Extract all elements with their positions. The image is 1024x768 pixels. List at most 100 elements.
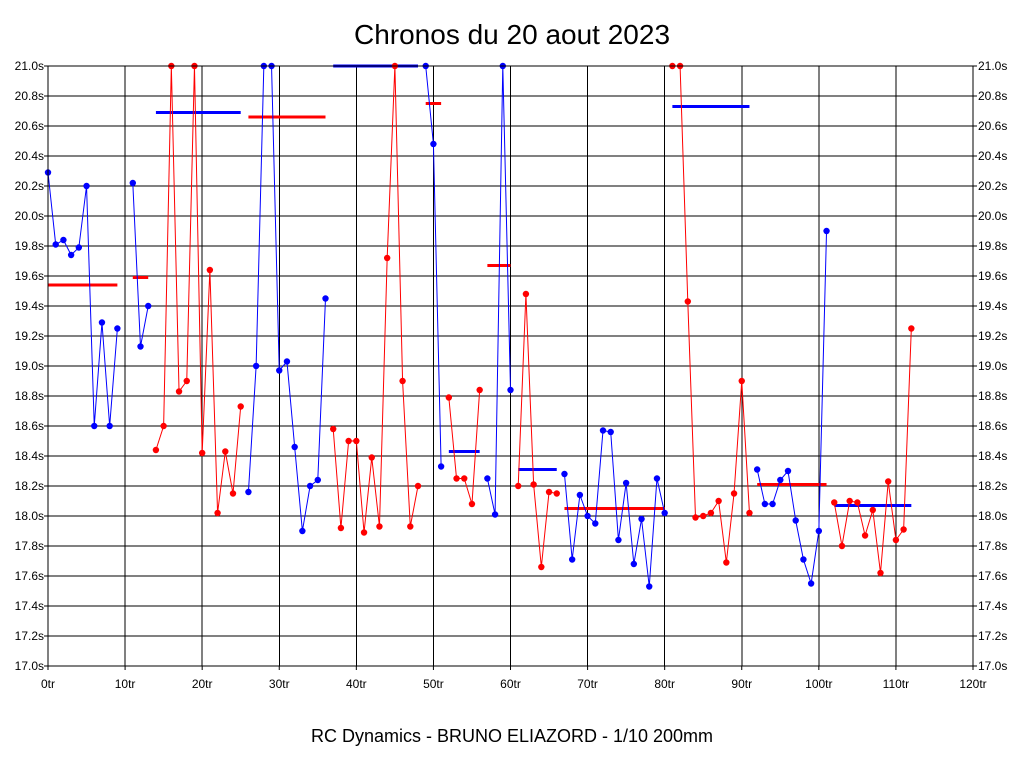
data-point — [707, 509, 715, 517]
y-tick-label-left: 20.0s — [15, 209, 44, 223]
y-tick-label-left: 17.6s — [15, 569, 44, 583]
data-point — [152, 446, 160, 454]
y-tick-label-right: 18.2s — [978, 479, 1007, 493]
data-point — [638, 515, 645, 523]
x-tick-label: 10tr — [115, 677, 136, 691]
data-point — [561, 470, 568, 478]
y-tick-label-left: 17.0s — [15, 659, 44, 673]
data-point — [368, 454, 375, 461]
data-point — [198, 449, 206, 457]
data-point — [607, 428, 614, 436]
data-point — [661, 509, 668, 517]
data-point — [584, 512, 591, 520]
data-point — [769, 500, 776, 508]
data-point — [52, 241, 59, 248]
series — [753, 227, 830, 587]
data-point — [337, 524, 345, 532]
data-point — [67, 251, 75, 259]
series — [831, 325, 915, 577]
data-point — [599, 427, 607, 434]
y-tick-label-right: 19.8s — [978, 239, 1007, 253]
series — [445, 386, 483, 508]
series-line — [47, 172, 118, 427]
data-point — [322, 295, 329, 302]
data-point — [522, 290, 530, 298]
y-tick-label-left: 18.0s — [15, 509, 44, 523]
data-point — [877, 569, 884, 577]
chart-footer: RC Dynamics - BRUNO ELIAZORD - 1/10 200m… — [311, 726, 713, 746]
data-point — [746, 509, 753, 517]
series — [330, 62, 422, 536]
data-point — [376, 523, 383, 530]
data-point — [730, 490, 738, 497]
series — [245, 62, 329, 535]
data-point — [892, 536, 900, 544]
data-point — [885, 478, 892, 485]
y-tick-label-left: 18.8s — [15, 389, 44, 403]
x-tick-label: 50tr — [423, 677, 444, 691]
data-point — [622, 479, 630, 487]
x-tick-label: 60tr — [500, 677, 521, 691]
data-point — [468, 500, 476, 508]
y-tick-label-right: 18.0s — [978, 509, 1007, 523]
x-tick-label: 70tr — [577, 677, 598, 691]
y-tick-label-right: 18.8s — [978, 389, 1007, 403]
data-point — [106, 422, 113, 430]
data-point — [183, 377, 190, 385]
data-point — [576, 491, 584, 499]
data-point — [414, 482, 422, 490]
y-tick-label-left: 17.2s — [15, 629, 44, 643]
data-point — [345, 437, 352, 445]
data-point — [407, 523, 414, 530]
data-point — [91, 422, 98, 430]
data-point — [846, 497, 853, 505]
data-point — [838, 542, 846, 550]
data-point — [553, 490, 560, 497]
series-line — [563, 429, 666, 587]
y-tick-label-right: 20.6s — [978, 119, 1007, 133]
series-group — [44, 62, 915, 590]
data-point — [738, 377, 745, 385]
data-point — [784, 467, 792, 475]
y-tick-label-left: 19.2s — [15, 329, 44, 343]
data-point — [314, 476, 321, 484]
chart-title: Chronos du 20 aout 2023 — [354, 19, 670, 50]
data-point — [630, 560, 638, 568]
y-tick-label-left: 19.6s — [15, 269, 44, 283]
data-point — [129, 179, 136, 187]
data-point — [98, 319, 106, 326]
data-point — [299, 527, 306, 535]
data-point — [137, 343, 144, 350]
y-tick-label-right: 20.4s — [978, 149, 1007, 163]
data-point — [646, 583, 653, 590]
data-point — [114, 325, 121, 332]
data-point — [823, 227, 830, 235]
data-point — [615, 536, 622, 544]
series — [152, 62, 244, 517]
x-tick-label: 120tr — [959, 677, 986, 691]
data-point — [60, 236, 67, 244]
data-point — [545, 488, 553, 496]
x-tick-label: 110tr — [883, 677, 909, 691]
data-point — [175, 388, 183, 395]
y-tick-label-left: 17.8s — [15, 539, 44, 553]
data-point — [214, 509, 221, 517]
series-line — [756, 230, 828, 584]
data-point — [568, 556, 576, 563]
data-point — [869, 506, 876, 514]
data-point — [800, 556, 807, 563]
x-tick-label: 80tr — [654, 677, 675, 691]
data-point — [538, 563, 545, 571]
data-point — [777, 476, 784, 484]
data-point — [145, 302, 152, 310]
data-point — [692, 514, 699, 521]
data-point — [306, 482, 314, 490]
x-tick-label: 30tr — [269, 677, 290, 691]
data-point — [484, 475, 491, 482]
data-point — [383, 254, 391, 262]
data-point — [653, 475, 661, 482]
y-tick-label-right: 17.2s — [978, 629, 1007, 643]
y-tick-label-left: 19.8s — [15, 239, 44, 253]
